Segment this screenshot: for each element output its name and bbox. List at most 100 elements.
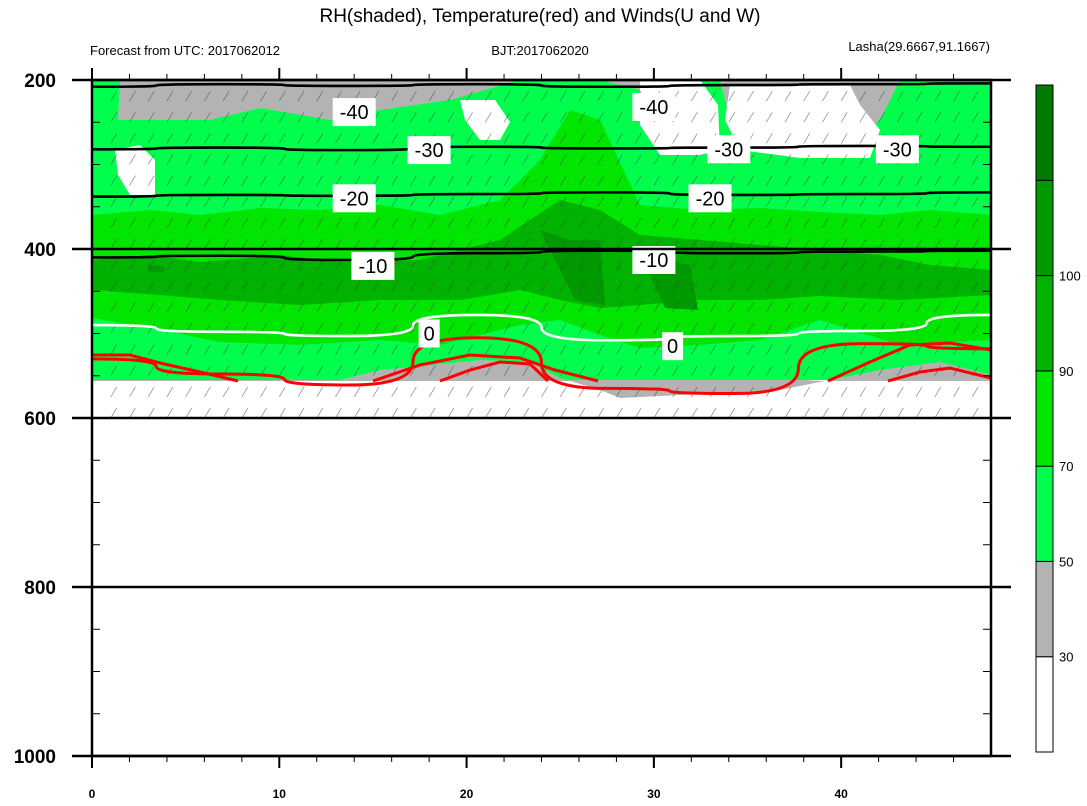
wind-barb (934, 90, 942, 102)
wind-barb (634, 344, 642, 355)
wind-barb (859, 259, 867, 271)
wind-barb (747, 323, 754, 334)
wind-barb (147, 196, 155, 207)
wind-barb (316, 344, 324, 355)
wind-barb (278, 90, 286, 102)
wind-barb (278, 154, 286, 165)
wind-barb (447, 365, 455, 376)
wind-barb (147, 112, 155, 123)
wind-barb (391, 344, 398, 355)
wind-barb (485, 133, 492, 144)
wind-barb (578, 217, 586, 229)
wind-barb (410, 386, 417, 398)
wind-barb (915, 407, 923, 419)
wind-barb (597, 238, 604, 250)
rh-band-white-4 (725, 85, 880, 158)
wind-barb (485, 154, 492, 165)
wind-barb (653, 154, 661, 165)
wind-barb (353, 365, 361, 376)
wind-barb (260, 112, 267, 123)
red-contour-segment-5 (887, 366, 991, 383)
wind-barb (353, 217, 361, 229)
wind-barb (129, 112, 136, 123)
wind-barb (428, 281, 436, 292)
contour-label-box (707, 135, 751, 164)
wind-barb (578, 112, 586, 123)
colorbar-segment (1035, 275, 1054, 372)
wind-barb (353, 133, 361, 144)
wind-barb (747, 365, 754, 376)
wind-barb (447, 90, 455, 102)
wind-barb (691, 281, 698, 292)
wind-barb (522, 90, 530, 102)
wind-barb (260, 90, 267, 102)
wind-barb (129, 344, 136, 355)
rh-below-surface (92, 381, 991, 756)
rh-band-white-2 (460, 100, 510, 140)
wind-barb (260, 217, 267, 229)
wind-barb (503, 259, 511, 271)
wind-barb (578, 259, 586, 271)
wind-barb (559, 154, 567, 165)
wind-barb (466, 302, 473, 313)
wind-barb (915, 281, 923, 292)
wind-barb (559, 175, 567, 186)
wind-barb (822, 217, 829, 229)
wind-barb (728, 323, 736, 334)
wind-barb (204, 175, 211, 186)
wind-barb (110, 196, 118, 207)
wind-barb (466, 133, 473, 144)
wind-barb (410, 259, 417, 271)
wind-barb (110, 302, 118, 313)
wind-barb (147, 302, 155, 313)
wind-barb (897, 302, 904, 313)
wind-barb (129, 217, 136, 229)
wind-barb (522, 112, 530, 123)
wind-barb (765, 259, 773, 271)
wind-barb (616, 133, 623, 144)
wind-barb (822, 302, 829, 313)
wind-barb (503, 344, 511, 355)
wind-barb (541, 238, 548, 250)
wind-barb (953, 281, 960, 292)
wind-barb (278, 175, 286, 186)
wind-barb (241, 302, 249, 313)
wind-barb (503, 281, 511, 292)
wind-barb (559, 196, 567, 207)
wind-barb (634, 217, 642, 229)
contour-label: -20 (696, 188, 725, 210)
wind-barb (616, 281, 623, 292)
wind-barb (747, 112, 754, 123)
wind-barb (616, 112, 623, 123)
wind-barb (728, 302, 736, 313)
wind-barb (616, 238, 623, 250)
wind-barb (672, 154, 679, 165)
wind-barb (728, 112, 736, 123)
wind-barb (522, 323, 530, 334)
wind-barb (971, 196, 979, 207)
wind-barb (578, 175, 586, 186)
wind-barb (185, 281, 192, 292)
wind-barb (166, 154, 174, 165)
wind-barb (447, 238, 455, 250)
wind-barb (503, 154, 511, 165)
wind-barb (578, 407, 586, 419)
wind-barb (166, 344, 174, 355)
wind-barb (391, 407, 398, 419)
y-tick-label: 1000 (14, 747, 56, 768)
wind-barb (709, 365, 717, 376)
rh-surface-grey (92, 360, 991, 398)
wind-barb (316, 154, 324, 165)
wind-barb (878, 365, 885, 376)
wind-barb (597, 175, 604, 186)
wind-barb (803, 112, 811, 123)
wind-barb (316, 302, 324, 313)
wind-barb (747, 90, 754, 102)
y-tick-label: 200 (24, 71, 56, 92)
wind-barb (447, 175, 455, 186)
wind-barb (765, 323, 773, 334)
wind-barb (428, 90, 436, 102)
wind-barb (353, 281, 361, 292)
wind-barb (728, 407, 736, 419)
wind-barb (728, 259, 736, 271)
